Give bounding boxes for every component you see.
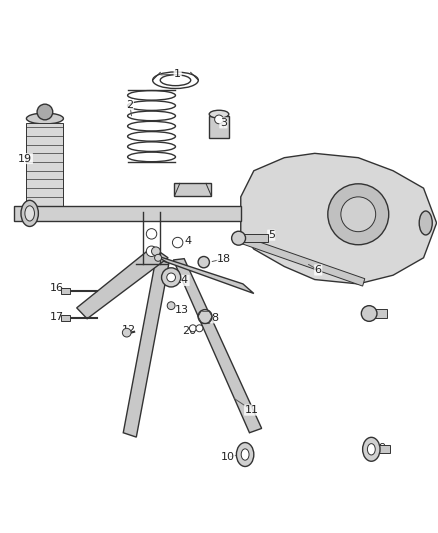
Ellipse shape (419, 211, 432, 235)
Circle shape (155, 254, 162, 261)
Text: 5: 5 (268, 230, 275, 240)
Ellipse shape (21, 200, 39, 227)
FancyBboxPatch shape (25, 211, 65, 220)
Polygon shape (173, 259, 261, 433)
Text: 1: 1 (174, 69, 181, 79)
Ellipse shape (367, 443, 375, 455)
Text: 20: 20 (182, 326, 197, 336)
FancyBboxPatch shape (374, 309, 387, 318)
Circle shape (167, 302, 175, 310)
Circle shape (152, 247, 160, 256)
Text: 17: 17 (50, 312, 64, 321)
Polygon shape (154, 255, 254, 294)
Text: 2: 2 (126, 100, 133, 110)
Circle shape (167, 273, 176, 282)
Circle shape (215, 115, 223, 124)
FancyBboxPatch shape (14, 206, 241, 221)
Text: 10: 10 (221, 452, 235, 462)
FancyBboxPatch shape (209, 116, 229, 138)
Text: 19: 19 (18, 154, 32, 164)
Circle shape (196, 325, 203, 332)
Circle shape (198, 310, 212, 324)
Circle shape (232, 231, 246, 245)
FancyBboxPatch shape (61, 288, 70, 294)
FancyBboxPatch shape (378, 446, 390, 453)
FancyBboxPatch shape (240, 235, 268, 242)
Polygon shape (123, 259, 169, 437)
Circle shape (198, 256, 209, 268)
Ellipse shape (26, 113, 64, 124)
Text: 3: 3 (220, 118, 227, 128)
Circle shape (361, 305, 377, 321)
Text: 9: 9 (378, 443, 386, 454)
Text: 14: 14 (175, 276, 189, 286)
Circle shape (146, 246, 157, 256)
Polygon shape (241, 154, 437, 284)
Ellipse shape (160, 75, 191, 86)
Ellipse shape (241, 449, 249, 460)
Circle shape (328, 184, 389, 245)
Ellipse shape (237, 442, 254, 466)
Polygon shape (77, 247, 168, 319)
Ellipse shape (25, 206, 35, 221)
Text: 12: 12 (121, 325, 135, 335)
Text: 11: 11 (245, 405, 259, 415)
Text: 16: 16 (50, 283, 64, 293)
FancyBboxPatch shape (61, 315, 70, 321)
Circle shape (122, 328, 131, 337)
Circle shape (37, 104, 53, 120)
Circle shape (341, 197, 376, 232)
Ellipse shape (209, 110, 229, 118)
Circle shape (189, 325, 196, 332)
Text: 7: 7 (370, 309, 377, 319)
Text: 13: 13 (175, 305, 189, 315)
Circle shape (173, 237, 183, 248)
Text: 18: 18 (217, 254, 231, 264)
Circle shape (146, 229, 157, 239)
Ellipse shape (363, 437, 380, 461)
Text: 4: 4 (184, 236, 191, 246)
Text: 15: 15 (146, 249, 160, 260)
Circle shape (162, 268, 181, 287)
Polygon shape (239, 235, 365, 286)
Text: 6: 6 (315, 265, 322, 275)
Text: 8: 8 (211, 313, 218, 323)
FancyBboxPatch shape (174, 183, 212, 197)
FancyBboxPatch shape (26, 123, 64, 210)
